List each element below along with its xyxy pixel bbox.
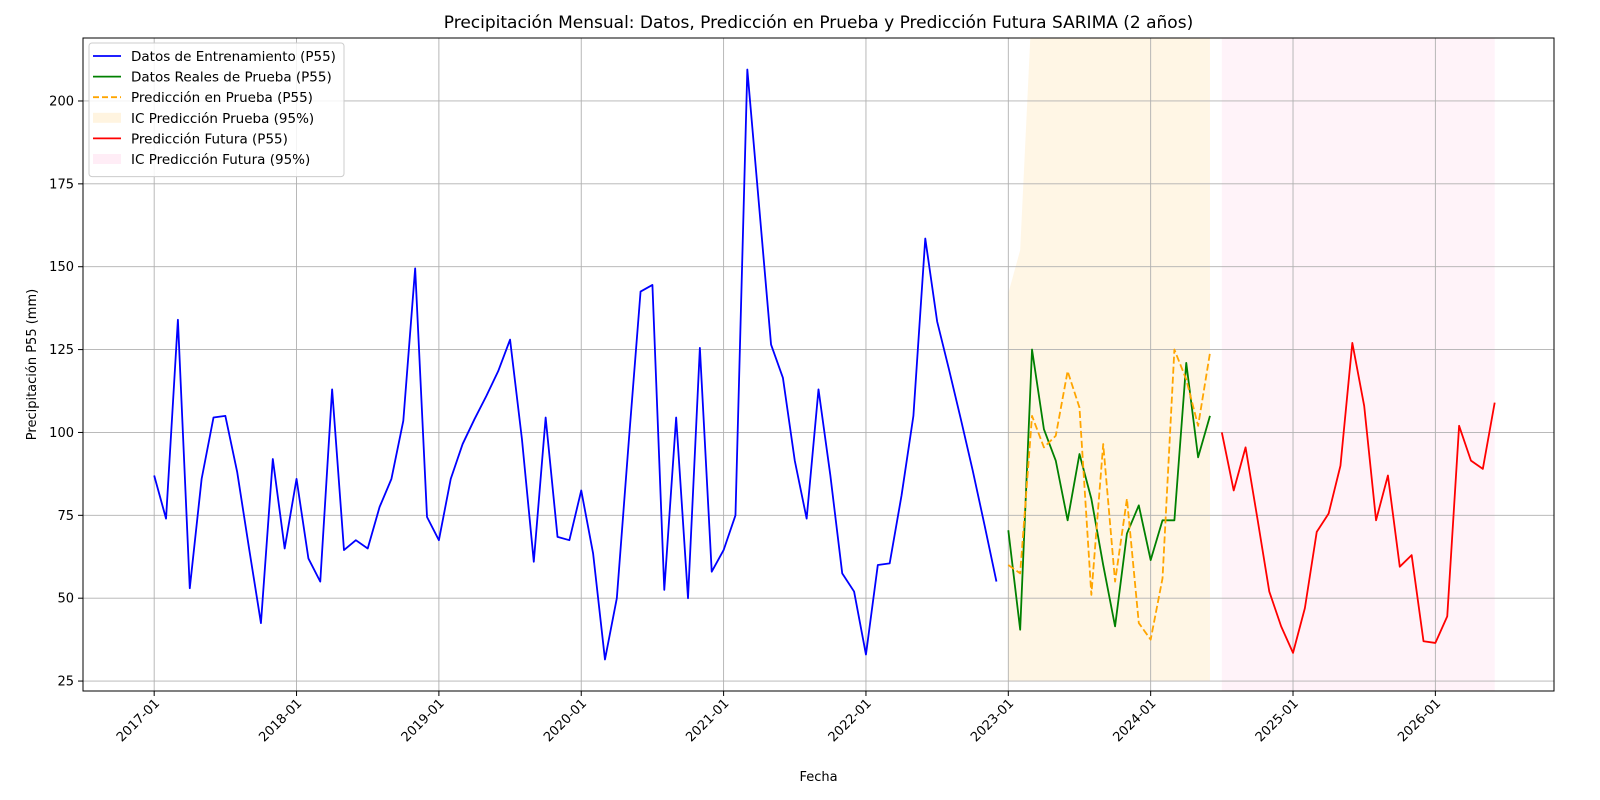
chart-title: Precipitación Mensual: Datos, Predicción… [444,13,1193,33]
legend-label-3: IC Predicción Prueba (95%) [131,111,314,127]
x-tick-label: 2017-01 [114,696,163,745]
legend-swatch-5 [93,154,121,164]
y-tick-label: 150 [49,260,74,275]
grid [83,38,1554,691]
series-line-0 [153,68,998,661]
y-tick-label: 200 [49,94,74,109]
series-lines [153,68,1496,661]
y-axis: 25 50 75 100 125 150 175 200 [49,94,83,690]
x-tick-label: 2026-01 [1395,696,1444,745]
y-tick-label: 75 [57,509,74,524]
x-tick-label: 2021-01 [683,696,732,745]
x-tick-label: 2018-01 [256,696,305,745]
legend-box [88,42,345,178]
legend: Datos de Entrenamiento (P55) Datos Reales… [88,42,345,178]
y-tick-label: 25 [57,675,74,690]
legend-label-0: Datos de Entrenamiento (P55) [131,49,336,65]
y-axis-label: Precipitación P55 (mm) [25,289,40,440]
x-tick-label: 2024-01 [1110,696,1159,745]
legend-label-1: Datos Reales de Prueba (P55) [131,70,332,86]
legend-label-4: Predicción Futura (P55) [131,131,288,147]
plot-area [82,37,1555,692]
series-line-2 [1007,348,1211,641]
x-tick-label: 2025-01 [1253,696,1302,745]
x-tick-label: 2022-01 [826,696,875,745]
y-tick-label: 50 [57,592,74,607]
series-line-4 [1220,342,1496,654]
y-tick-label: 100 [49,426,74,441]
ci-bands [1008,38,1495,691]
legend-label-5: IC Predicción Futura (95%) [131,152,310,168]
x-tick-label: 2019-01 [399,696,448,745]
x-tick-label: 2020-01 [541,696,590,745]
legend-swatch-3 [93,112,121,123]
series-line-1 [1007,348,1211,631]
y-tick-label: 125 [49,343,74,358]
x-axis-label: Fecha [799,770,837,785]
legend-label-2: Predicción en Prueba (P55) [131,90,313,106]
y-tick-label: 175 [49,177,74,192]
x-tick-label: 2023-01 [968,696,1017,745]
ci-band-3 [1008,38,1210,682]
ci-band-5 [1221,38,1495,691]
x-axis: 2017-01 2018-01 2019-01 2020-01 2021-01 2022-… [114,691,1444,745]
